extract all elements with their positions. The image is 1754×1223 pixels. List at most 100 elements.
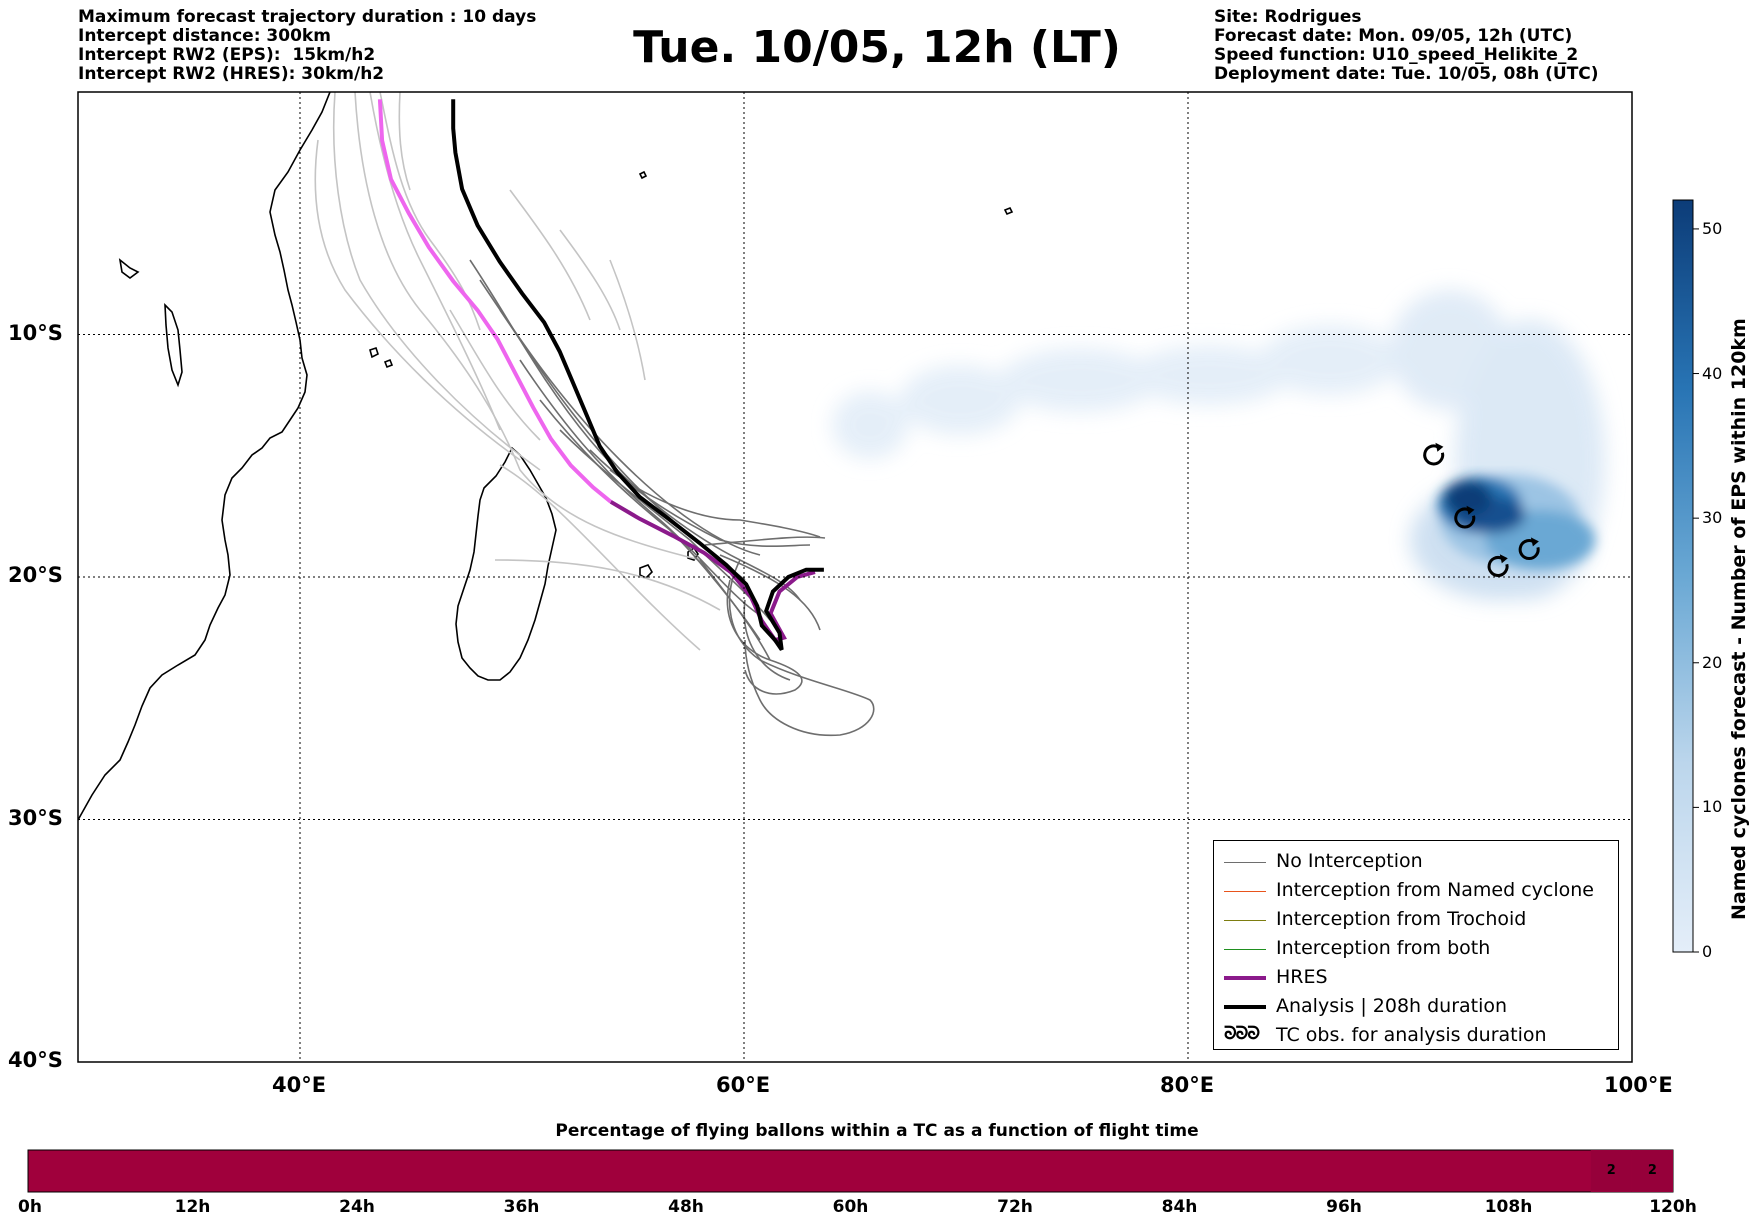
legend-label: Interception from Trochoid [1276,908,1527,930]
colorbar-tick-label: 20 [1702,652,1723,672]
colorbar-tick-label: 10 [1702,797,1723,817]
header-left-line: Intercept distance: 300km [78,26,331,46]
tc-obs-symbol [1423,442,1445,466]
trajectory-line [494,559,721,611]
legend-label: HRES [1276,966,1328,988]
legend-entry: Interception from Named cyclone [1214,877,1618,905]
legend-line-swatch [1224,976,1266,980]
map-frame [77,91,1633,1063]
trajectory-line [699,559,771,661]
lat-tick-label: 20°S [8,563,63,587]
trajectory-line [469,259,801,601]
hres-track-light [377,99,613,504]
legend-entry: ᘐᘐᘐ TC obs. for analysis duration [1214,1022,1618,1050]
trajectory-line [726,579,803,695]
trajectory-line [509,189,591,321]
legend-label: Interception from Named cyclone [1276,879,1594,901]
colorbar [1672,199,1694,953]
flight-time-bar-title: Percentage of flying ballons within a TC… [555,1121,1199,1141]
legend-entry: Interception from Trochoid [1214,906,1618,934]
africa-coastline [78,92,331,821]
comoros-coastline [369,346,394,369]
trajectory-line [704,536,826,546]
flight-time-cell [1590,1150,1632,1192]
flight-time-cell-label: 2 [1606,1163,1616,1178]
header-right-line: Forecast date: Mon. 09/05, 12h (UTC) [1214,26,1573,46]
legend-entry: No Interception [1214,848,1618,876]
legend-entry: Analysis | 208h duration [1214,993,1618,1021]
legend-label: No Interception [1276,850,1423,872]
lake-outline [164,302,183,388]
lat-tick-label: 10°S [8,320,63,345]
trajectory-line [728,559,875,737]
flight-time-cell [1631,1150,1673,1192]
flight-time-tick-label: 12h [174,1197,211,1217]
flight-time-tick-label: 84h [1161,1197,1198,1217]
trajectory-line [559,229,621,331]
legend-entry: Interception from both [1214,935,1618,963]
flight-time-tick-label: 48h [668,1197,704,1217]
flight-time-bar [27,1149,1674,1193]
lon-tick-label: 80°E [1160,1073,1215,1097]
flight-time-tick-label: 72h [997,1197,1033,1217]
trajectory-line [499,309,746,581]
flight-time-tick-label: 108h [1484,1197,1533,1217]
trajectory-line [609,259,646,381]
analysis-track [451,99,824,651]
legend: No Interception Interception from Named c… [1213,840,1619,1050]
lake-outline [118,258,140,279]
colorbar-tick-label: 0 [1702,942,1713,961]
flight-time-tick-label: 96h [1326,1197,1362,1217]
flight-time-tick-label: 36h [503,1197,540,1217]
trajectory-line [479,279,761,556]
trajectory-line [332,92,541,471]
lat-tick-label: 30°S [8,805,63,830]
legend-line-swatch [1224,919,1266,921]
header-left: Maximum forecast trajectory duration : 1… [78,8,536,84]
tc-obs-symbol [1518,537,1540,560]
flight-time-cell-label: 2 [1647,1163,1657,1178]
legend-entry: HRES [1214,964,1618,992]
header-left-line: Intercept RW2 (HRES): 30km/h2 [78,64,385,84]
legend-label: Analysis | 208h duration [1276,995,1508,1017]
trajectory-line [559,429,771,621]
header-right-line: Site: Rodrigues [1214,7,1362,27]
eps-light-members [314,92,721,651]
tc-obs-legend-icon: ᘐᘐᘐ [1224,1023,1260,1044]
legend-label: Interception from both [1276,937,1491,959]
trajectory-line [589,449,811,548]
lon-tick-label: 60°E [716,1073,771,1097]
colorbar-label: Named cyclones forecast - Number of EPS … [1728,318,1750,920]
trajectory-line [499,464,701,651]
hres-track [609,500,816,643]
lon-tick-label: 100°E [1604,1073,1673,1097]
flight-time-bar-cells [1590,1150,1673,1192]
flight-time-tick-label: 120h [1649,1197,1697,1217]
trajectory-line [449,309,541,441]
flight-time-tick-label: 0h [18,1197,42,1217]
colorbar-tick-label: 50 [1702,218,1723,238]
flight-time-tick-label: 60h [832,1197,869,1217]
header-right-line: Deployment date: Tue. 10/05, 08h (UTC) [1214,64,1599,84]
header-left-line: Maximum forecast trajectory duration : 1… [78,7,537,27]
legend-line-swatch [1224,861,1266,863]
trajectory-line [314,139,521,461]
colorbar-tick-label: 30 [1702,508,1723,528]
trajectory-line [369,92,501,431]
legend-line-swatch [1224,948,1266,950]
seychelles-coastline [638,170,1014,216]
header-right: Site: Rodrigues Forecast date: Mon. 09/0… [1214,8,1599,84]
header-left-line: Intercept RW2 (EPS): 15km/h2 [78,45,376,65]
colorbar-tick-label: 40 [1702,363,1723,383]
legend-line-swatch [1224,890,1266,892]
reunion-coastline [639,564,653,579]
trajectory-line [719,554,821,631]
trajectory-line [354,92,701,561]
tc-obs-symbol [1454,505,1476,529]
madagascar-coastline [455,446,557,681]
map-title: Tue. 10/05, 12h (LT) [633,22,1121,73]
map-gridlines [78,92,1632,1062]
header-right-line: Speed function: U10_speed_Helikite_2 [1214,45,1579,65]
trajectory-line [609,469,821,538]
